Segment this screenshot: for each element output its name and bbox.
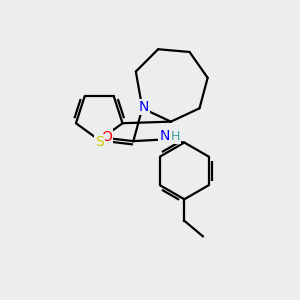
Text: N: N [160,129,170,143]
Text: O: O [101,130,112,144]
Text: S: S [95,135,103,148]
Text: H: H [171,130,180,142]
Text: N: N [139,100,149,114]
